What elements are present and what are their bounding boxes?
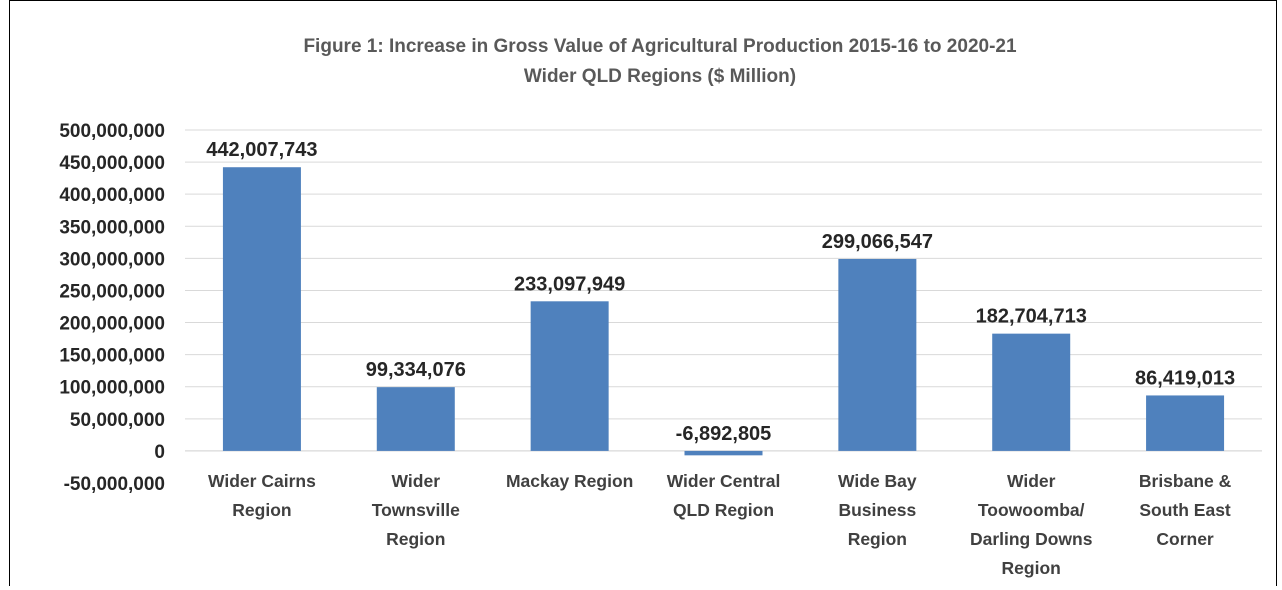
category-label-line: Brisbane &	[1139, 471, 1232, 491]
category-label-line: Wider Central	[667, 471, 781, 491]
y-tick-label: 300,000,000	[59, 249, 165, 270]
category-label: Wider Townsville Region	[372, 471, 460, 549]
chart-frame	[9, 0, 1277, 586]
y-tick-label: 350,000,000	[59, 217, 165, 238]
y-axis-ticks: -50,000,000 0 50,000,000 100,000,000 150,000…	[59, 121, 165, 495]
y-tick-label: -50,000,000	[64, 474, 165, 495]
category-label: Brisbane & South East Corner	[1139, 471, 1232, 549]
bar	[1146, 395, 1225, 451]
bars	[222, 167, 1225, 456]
chart-title: Figure 1: Increase in Gross Value of Agr…	[303, 36, 1017, 57]
bar	[376, 387, 455, 451]
data-label: 99,334,076	[366, 359, 466, 381]
data-label: 299,066,547	[822, 231, 933, 253]
category-label-line: Region	[848, 529, 907, 549]
chart-subtitle: Wider QLD Regions ($ Million)	[524, 66, 796, 87]
category-label: Wide Bay Business Region	[838, 471, 917, 549]
x-axis-categories: Wider Cairns Region Wider Townsville Region M…	[208, 471, 1232, 578]
category-label-line: Wider	[392, 471, 441, 491]
y-tick-label: 500,000,000	[59, 121, 165, 142]
category-label-line: Darling Downs	[970, 529, 1093, 549]
category-label: Wider Toowoomba/Darling Downs Region	[970, 471, 1093, 578]
category-label-line: Business	[838, 500, 916, 520]
data-label: 86,419,013	[1135, 367, 1235, 389]
category-label-line: Toowoomba/	[978, 500, 1085, 520]
category-label: Wider Cairns Region	[208, 471, 316, 520]
category-label-line: Region	[386, 529, 445, 549]
y-tick-label: 450,000,000	[59, 153, 165, 174]
category-label-line: QLD Region	[673, 500, 774, 520]
category-label-line: Mackay Region	[506, 471, 633, 491]
category-label: Wider Central QLD Region	[667, 471, 781, 520]
category-label-line: Townsville	[372, 500, 460, 520]
category-label-line: Wider Cairns	[208, 471, 316, 491]
data-label: 233,097,949	[514, 273, 625, 295]
category-label-line: Corner	[1156, 529, 1214, 549]
category-label-line: Region	[1002, 558, 1061, 578]
data-labels: 442,007,743 99,334,076 233,097,949 -6,892,8…	[206, 139, 1235, 445]
bar	[684, 450, 763, 456]
gridlines	[185, 129, 1262, 452]
category-label-line: Wider	[1007, 471, 1056, 491]
data-label: 442,007,743	[206, 139, 317, 161]
category-label-line: Region	[232, 500, 291, 520]
bar	[222, 167, 301, 451]
bar	[992, 333, 1071, 451]
data-label: -6,892,805	[676, 423, 772, 445]
y-tick-label: 200,000,000	[59, 314, 165, 335]
category-label: Mackay Region	[506, 471, 633, 491]
category-label-line: Wide Bay	[838, 471, 917, 491]
y-tick-label: 250,000,000	[59, 281, 165, 302]
y-tick-label: 0	[154, 442, 165, 463]
category-label-line: South East	[1139, 500, 1231, 520]
y-tick-label: 100,000,000	[59, 378, 165, 399]
data-label: 182,704,713	[976, 306, 1087, 328]
bar	[838, 258, 917, 451]
bar	[530, 301, 609, 451]
y-tick-label: 50,000,000	[70, 410, 165, 431]
y-tick-label: 150,000,000	[59, 346, 165, 367]
y-tick-label: 400,000,000	[59, 185, 165, 206]
